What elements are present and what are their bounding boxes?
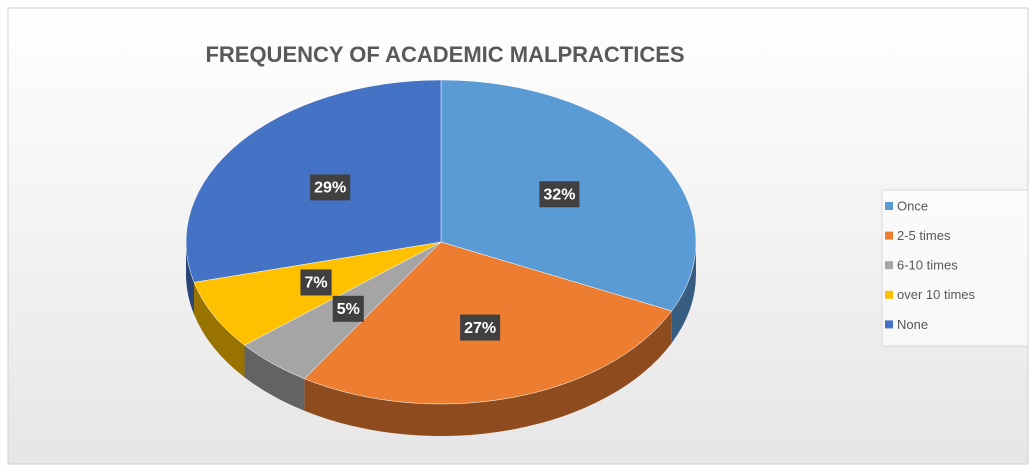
data-label: 29%	[314, 180, 346, 197]
data-label-box	[539, 181, 580, 208]
slice-side	[671, 242, 696, 343]
data-label: 5%	[337, 301, 360, 318]
data-label-box	[332, 295, 364, 322]
data-label: 27%	[464, 320, 496, 337]
data-label-box	[460, 314, 501, 341]
data-label: 32%	[543, 186, 575, 203]
slice-side	[244, 345, 305, 411]
legend-label: 6-10 times	[897, 258, 958, 273]
data-label: 7%	[304, 275, 327, 292]
legend-label: 2-5 times	[897, 228, 951, 243]
chart-title: FREQUENCY OF ACADEMIC MALPRACTICES	[205, 42, 684, 67]
legend-label: over 10 times	[897, 287, 976, 302]
legend-swatch	[885, 231, 893, 240]
slice-side	[186, 242, 195, 315]
legend-swatch	[885, 202, 893, 210]
slice-side	[304, 310, 672, 436]
data-label-box	[310, 174, 351, 201]
legend-label: None	[897, 317, 928, 332]
legend-swatch	[885, 261, 893, 270]
legend	[881, 189, 1029, 347]
data-label-group: 5%	[332, 295, 364, 322]
data-label-group: 27%	[460, 314, 501, 341]
data-label-group: 32%	[539, 181, 580, 208]
data-label-box	[300, 269, 332, 296]
data-label-group: 29%	[310, 174, 351, 201]
legend-swatch	[885, 320, 893, 329]
legend-swatch	[885, 290, 893, 299]
legend-label: Once	[897, 198, 928, 213]
data-label-group: 7%	[300, 269, 332, 296]
